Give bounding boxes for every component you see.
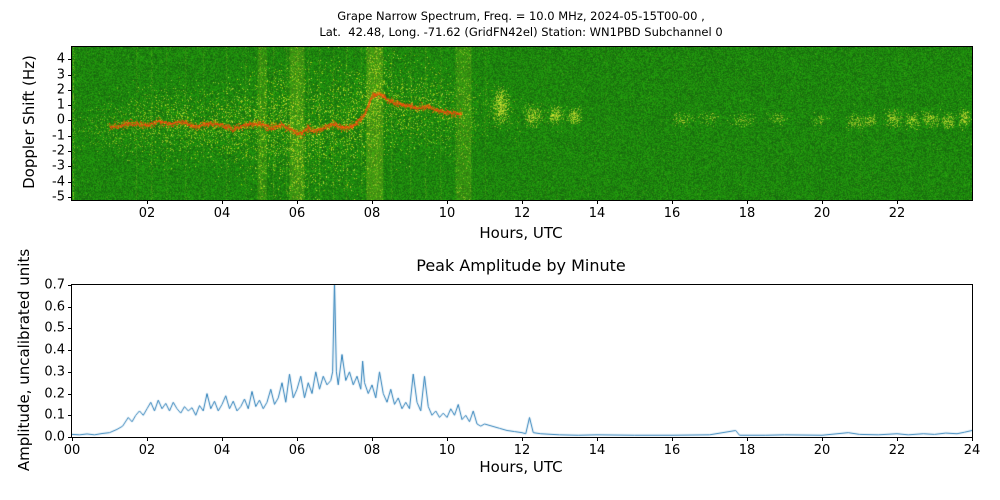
x-tick-label: 02 [138,206,156,221]
x-tick-mark [297,437,298,441]
y-tick-label: -5 [52,189,65,205]
y-tick-mark [68,181,72,183]
x-tick-label: 10 [438,443,456,458]
x-tick-mark [597,437,598,441]
x-tick-label: 04 [213,443,231,458]
x-tick-label: 12 [513,443,531,458]
x-tick-mark [822,200,823,204]
amplitude-x-axis-label: Hours, UTC [479,458,563,476]
y-tick-mark [68,371,72,373]
x-tick-label: 16 [663,443,681,458]
y-tick-label: 0.3 [44,364,65,380]
spectrogram-title-line1: Grape Narrow Spectrum, Freq. = 10.0 MHz,… [337,9,705,23]
y-tick-mark [68,306,72,308]
x-tick-mark [147,200,148,204]
x-tick-label: 14 [588,206,606,221]
y-tick-label: 0 [56,112,65,128]
x-tick-mark [897,200,898,204]
x-tick-label: 16 [663,206,681,221]
y-tick-label: -3 [52,158,65,174]
amplitude-title: Peak Amplitude by Minute [416,256,626,275]
y-tick-mark [68,89,72,91]
y-tick-mark [68,135,72,137]
spectrogram-y-axis-label: Doppler Shift (Hz) [20,55,38,189]
y-tick-label: 0.5 [44,320,65,336]
x-tick-label: 12 [513,206,531,221]
y-tick-label: 1 [56,97,65,113]
amplitude-canvas [72,285,972,437]
y-tick-mark [68,285,72,286]
x-tick-label: 04 [213,206,231,221]
x-tick-mark [297,200,298,204]
y-tick-mark [68,151,72,153]
x-tick-mark [372,437,373,441]
x-tick-mark [447,437,448,441]
x-tick-label: 08 [363,443,381,458]
y-tick-mark [68,437,72,438]
y-tick-label: 0.1 [44,407,65,423]
y-tick-label: 4 [56,51,65,67]
spectrogram-canvas [72,47,972,200]
x-tick-label: 14 [588,443,606,458]
y-tick-label: -4 [52,174,65,190]
x-tick-label: 06 [288,443,306,458]
y-tick-mark [68,350,72,352]
x-tick-mark [222,200,223,204]
y-tick-mark [68,393,72,395]
x-tick-label: 06 [288,206,306,221]
y-tick-mark [68,415,72,417]
y-tick-label: -2 [52,143,65,159]
y-tick-label: 0.6 [44,299,65,315]
spectrogram-title-line2: Lat. 42.48, Long. -71.62 (GridFN42el) St… [319,25,723,40]
x-tick-mark [747,437,748,441]
x-tick-mark [147,437,148,441]
x-tick-label: 02 [138,443,156,458]
y-tick-label: -1 [52,128,65,144]
y-tick-mark [68,196,72,198]
amplitude-y-axis-label: Amplitude, uncalibrated units [15,248,33,472]
x-tick-label: 18 [738,443,756,458]
y-tick-label: 0.0 [44,429,65,445]
y-tick-mark [68,120,72,122]
x-tick-mark [522,437,523,441]
y-tick-label: 0.7 [44,277,65,293]
x-tick-mark [72,437,73,441]
y-tick-mark [68,74,72,76]
x-tick-label: 20 [813,206,831,221]
x-tick-mark [672,200,673,204]
x-tick-label: 24 [963,443,981,458]
x-tick-mark [372,200,373,204]
y-tick-label: 0.2 [44,386,65,402]
y-tick-mark [68,105,72,107]
x-tick-mark [672,437,673,441]
x-tick-label: 10 [438,206,456,221]
x-tick-mark [447,200,448,204]
x-tick-mark [822,437,823,441]
x-tick-label: 22 [888,443,906,458]
x-tick-mark [222,437,223,441]
x-tick-mark [747,200,748,204]
y-tick-mark [68,59,72,61]
spectrogram-x-axis-label: Hours, UTC [479,224,563,242]
x-tick-mark [597,200,598,204]
y-tick-mark [68,166,72,168]
x-tick-mark [897,437,898,441]
x-tick-label: 00 [63,443,81,458]
x-tick-label: 22 [888,206,906,221]
y-tick-label: 0.4 [44,342,65,358]
x-tick-label: 20 [813,443,831,458]
y-tick-label: 2 [56,82,65,98]
x-tick-label: 18 [738,206,756,221]
y-tick-label: 3 [56,67,65,83]
x-tick-mark [972,437,973,441]
spectrogram-axes: 02 04 06 08 10 12 14 16 18 20 22 4 3 2 1 0 -1 -2 -3 -4 -5 [52,46,973,221]
amplitude-axes: 00 02 04 06 08 10 12 14 16 18 20 22 24 0.0 0.1 0.2 0.3 0.… [44,278,980,459]
spectrogram-title: Grape Narrow Spectrum, Freq. = 10.0 MHz,… [71,8,971,40]
x-tick-label: 08 [363,206,381,221]
y-tick-mark [68,328,72,330]
x-tick-mark [522,200,523,204]
